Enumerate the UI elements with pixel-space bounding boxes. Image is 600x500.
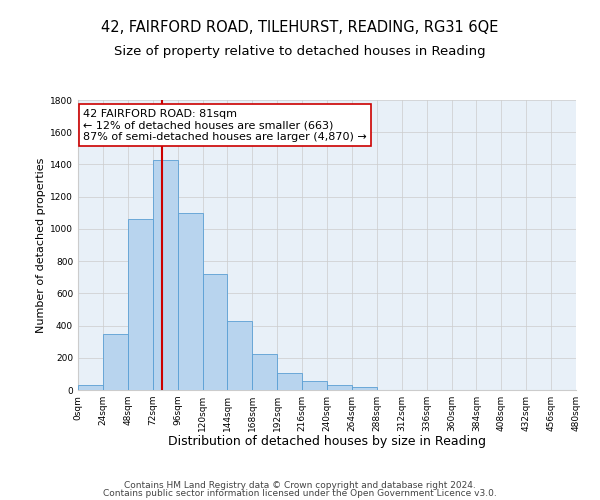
- Bar: [152, 160, 178, 390]
- Bar: [253, 354, 277, 390]
- Bar: [128, 219, 153, 390]
- Bar: [178, 213, 203, 390]
- Bar: [78, 385, 103, 390]
- X-axis label: Distribution of detached houses by size in Reading: Distribution of detached houses by size …: [168, 436, 486, 448]
- Bar: [203, 274, 227, 390]
- Text: Contains HM Land Registry data © Crown copyright and database right 2024.: Contains HM Land Registry data © Crown c…: [124, 481, 476, 490]
- Bar: [352, 387, 377, 390]
- Bar: [227, 320, 253, 390]
- Bar: [327, 385, 352, 390]
- Text: Size of property relative to detached houses in Reading: Size of property relative to detached ho…: [114, 45, 486, 58]
- Bar: [302, 381, 327, 390]
- Text: 42, FAIRFORD ROAD, TILEHURST, READING, RG31 6QE: 42, FAIRFORD ROAD, TILEHURST, READING, R…: [101, 20, 499, 35]
- Text: Contains public sector information licensed under the Open Government Licence v3: Contains public sector information licen…: [103, 488, 497, 498]
- Bar: [103, 334, 128, 390]
- Text: 42 FAIRFORD ROAD: 81sqm
← 12% of detached houses are smaller (663)
87% of semi-d: 42 FAIRFORD ROAD: 81sqm ← 12% of detache…: [83, 108, 367, 142]
- Bar: [277, 373, 302, 390]
- Y-axis label: Number of detached properties: Number of detached properties: [36, 158, 46, 332]
